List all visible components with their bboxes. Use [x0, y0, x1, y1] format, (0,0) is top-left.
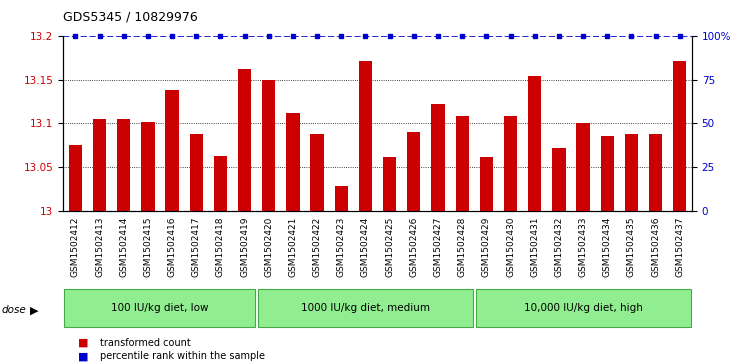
Text: 10,000 IU/kg diet, high: 10,000 IU/kg diet, high: [524, 303, 643, 313]
FancyBboxPatch shape: [65, 289, 255, 327]
Bar: [141, 122, 155, 211]
Text: 1000 IU/kg diet, medium: 1000 IU/kg diet, medium: [301, 303, 430, 313]
Bar: [335, 186, 348, 211]
Text: GSM1502421: GSM1502421: [289, 216, 298, 277]
Text: GSM1502420: GSM1502420: [264, 216, 273, 277]
Text: GSM1502432: GSM1502432: [554, 216, 563, 277]
Text: GSM1502425: GSM1502425: [385, 216, 394, 277]
Bar: [214, 156, 227, 211]
Bar: [528, 76, 542, 211]
Text: 100 IU/kg diet, low: 100 IU/kg diet, low: [111, 303, 209, 313]
Bar: [577, 123, 590, 211]
FancyBboxPatch shape: [258, 289, 473, 327]
Bar: [262, 80, 275, 211]
Text: GSM1502431: GSM1502431: [530, 216, 539, 277]
Bar: [600, 136, 614, 211]
Text: GSM1502433: GSM1502433: [579, 216, 588, 277]
Text: transformed count: transformed count: [100, 338, 191, 348]
Text: GSM1502422: GSM1502422: [312, 216, 321, 277]
Text: ▶: ▶: [30, 305, 38, 315]
Text: ■: ■: [78, 338, 89, 348]
Bar: [93, 119, 106, 211]
Text: GSM1502412: GSM1502412: [71, 216, 80, 277]
Text: dose: dose: [1, 305, 26, 315]
Bar: [238, 69, 251, 211]
Bar: [359, 61, 372, 211]
Text: GSM1502418: GSM1502418: [216, 216, 225, 277]
Bar: [190, 134, 203, 211]
Text: GSM1502429: GSM1502429: [482, 216, 491, 277]
Bar: [455, 117, 469, 211]
Bar: [552, 148, 565, 211]
Bar: [480, 156, 493, 211]
Bar: [383, 156, 397, 211]
Bar: [117, 119, 130, 211]
Text: GDS5345 / 10829976: GDS5345 / 10829976: [63, 11, 198, 24]
Bar: [432, 104, 445, 211]
Bar: [165, 90, 179, 211]
Text: GSM1502413: GSM1502413: [95, 216, 104, 277]
Bar: [504, 117, 517, 211]
Text: GSM1502426: GSM1502426: [409, 216, 418, 277]
Bar: [673, 61, 687, 211]
Text: GSM1502414: GSM1502414: [119, 216, 128, 277]
Bar: [286, 113, 300, 211]
Bar: [407, 132, 420, 211]
Text: GSM1502416: GSM1502416: [167, 216, 176, 277]
Text: GSM1502427: GSM1502427: [434, 216, 443, 277]
Text: GSM1502417: GSM1502417: [192, 216, 201, 277]
Text: GSM1502434: GSM1502434: [603, 216, 612, 277]
Text: GSM1502423: GSM1502423: [337, 216, 346, 277]
FancyBboxPatch shape: [475, 289, 690, 327]
Bar: [68, 145, 82, 211]
Bar: [649, 134, 662, 211]
Text: percentile rank within the sample: percentile rank within the sample: [100, 351, 266, 362]
Bar: [625, 134, 638, 211]
Text: GSM1502428: GSM1502428: [458, 216, 466, 277]
Text: ■: ■: [78, 351, 89, 362]
Text: GSM1502419: GSM1502419: [240, 216, 249, 277]
Text: GSM1502437: GSM1502437: [676, 216, 684, 277]
Text: GSM1502435: GSM1502435: [627, 216, 636, 277]
Text: GSM1502430: GSM1502430: [506, 216, 515, 277]
Text: GSM1502424: GSM1502424: [361, 216, 370, 277]
Text: GSM1502436: GSM1502436: [651, 216, 660, 277]
Bar: [310, 134, 324, 211]
Text: GSM1502415: GSM1502415: [144, 216, 153, 277]
